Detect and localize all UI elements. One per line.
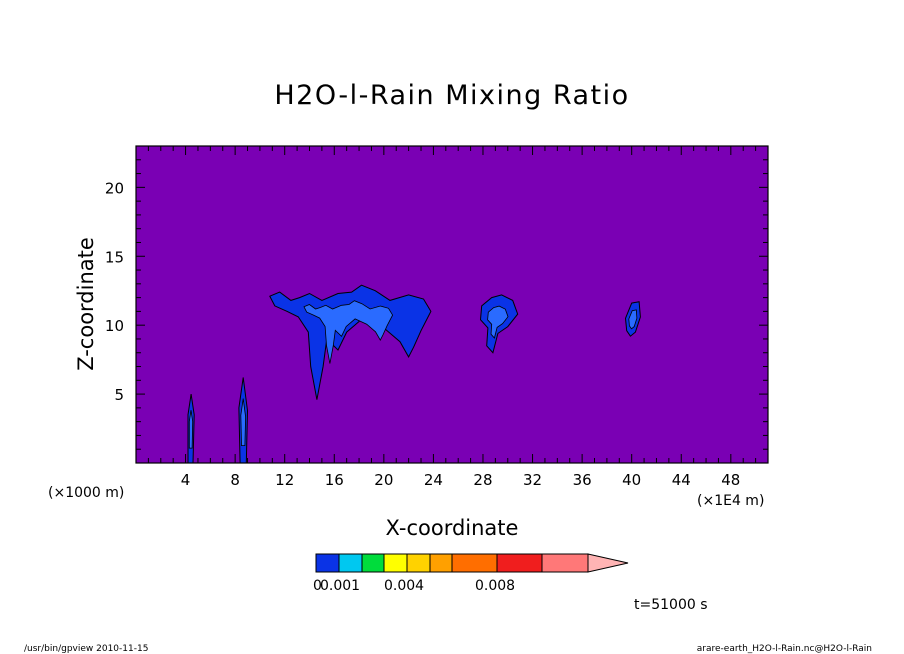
colorbar-swatch — [315, 553, 340, 573]
y-tick-label: 20 — [105, 179, 124, 197]
x-tick-label: 8 — [230, 471, 240, 489]
footer-left: /usr/bin/gpview 2010-11-15 — [24, 644, 148, 654]
x-tick-label: 28 — [473, 471, 492, 489]
x-axis: 4 8 12 16 20 24 28 32 36 40 44 48 — [147, 146, 769, 489]
x-tick-label: 4 — [181, 471, 191, 489]
colorbar-swatch — [541, 553, 589, 573]
x-tick-label: 24 — [424, 471, 443, 489]
x-axis-unit: (×1E4 m) — [697, 493, 764, 509]
colorbar-zero-label: 0 — [313, 578, 322, 594]
y-axis-unit: (×1000 m) — [48, 485, 124, 501]
colorbar-swatch — [451, 553, 498, 573]
x-tick-label: 12 — [275, 471, 294, 489]
x-tick-label: 16 — [325, 471, 344, 489]
x-tick-label: 20 — [374, 471, 393, 489]
plot-frame — [135, 145, 769, 464]
y-tick-label: 5 — [114, 386, 124, 404]
colorbar-tick-label: 0.008 — [475, 578, 515, 594]
x-tick-label: 40 — [622, 471, 641, 489]
x-axis-label: X-coordinate — [386, 516, 519, 540]
plot-area — [135, 145, 769, 464]
colorbar-swatch — [406, 553, 431, 573]
contour-core-b — [240, 398, 247, 447]
colorbar-tick-label: 0.004 — [384, 578, 424, 594]
y-tick-label: 10 — [105, 317, 124, 335]
y-axis-label: Z-coordinate — [74, 237, 98, 371]
colorbar-swatch — [361, 553, 385, 573]
plot-background — [136, 146, 768, 463]
chart-title: H2O-l-Rain Mixing Ratio — [274, 80, 629, 111]
x-tick-label: 36 — [573, 471, 592, 489]
colorbar: 00.001 0.004 0.008 — [313, 553, 629, 594]
x-tick-label: 48 — [721, 471, 740, 489]
x-tick-label: 32 — [523, 471, 542, 489]
contour-core-a — [188, 410, 194, 449]
y-tick-label: 15 — [105, 248, 124, 266]
colorbar-swatch — [338, 553, 363, 573]
colorbar-swatch — [429, 553, 453, 573]
colorbar-swatch — [496, 553, 543, 573]
footer-right: arare-earth_H2O-l-Rain.nc@H2O-l-Rain — [697, 644, 872, 654]
contour-core-c — [303, 300, 394, 364]
colorbar-swatch — [383, 553, 408, 573]
contour-core-e — [628, 309, 638, 330]
contour-core-d — [487, 305, 509, 339]
colorbar-tick-label: 0.001 — [320, 578, 360, 594]
x-tick-label: 44 — [672, 471, 691, 489]
time-label: t=51000 s — [634, 597, 708, 613]
y-axis: 5 10 15 20 — [105, 145, 768, 450]
colorbar-arrow — [587, 553, 629, 573]
